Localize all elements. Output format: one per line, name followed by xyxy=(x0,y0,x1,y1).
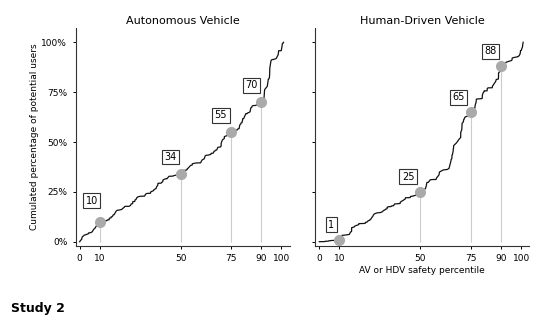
Y-axis label: Cumulated percentage of potential users: Cumulated percentage of potential users xyxy=(30,44,39,230)
Title: Human-Driven Vehicle: Human-Driven Vehicle xyxy=(360,16,484,26)
Text: 65: 65 xyxy=(453,92,465,102)
Text: 34: 34 xyxy=(164,152,177,162)
Title: Autonomous Vehicle: Autonomous Vehicle xyxy=(126,16,239,26)
Text: 55: 55 xyxy=(215,110,227,120)
Text: 10: 10 xyxy=(86,196,98,206)
X-axis label: AV or HDV safety percentile: AV or HDV safety percentile xyxy=(359,266,485,275)
Text: 88: 88 xyxy=(485,46,497,56)
Text: Study 2: Study 2 xyxy=(11,302,65,315)
Text: 70: 70 xyxy=(245,80,258,90)
Text: 25: 25 xyxy=(402,172,414,182)
Text: 1: 1 xyxy=(328,220,334,230)
